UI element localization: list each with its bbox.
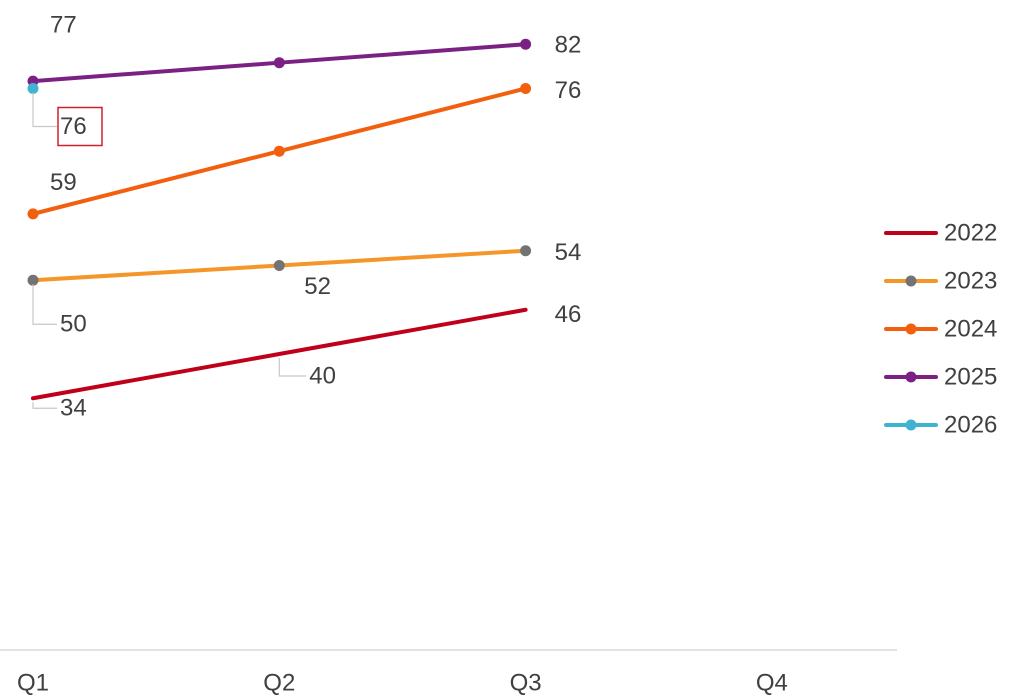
marker — [520, 245, 532, 257]
legend-marker — [905, 419, 917, 431]
series-line — [31, 307, 528, 401]
legend-marker — [905, 371, 917, 383]
data-label: 50 — [60, 311, 87, 338]
label-box — [57, 106, 103, 147]
marker — [27, 208, 39, 220]
data-label: 77 — [50, 11, 77, 38]
legend-label: 2024 — [944, 315, 997, 342]
legend-label: 2025 — [944, 363, 997, 390]
x-tick-label: Q1 — [17, 669, 49, 696]
x-tick-label: Q2 — [263, 669, 295, 696]
data-label: 46 — [555, 301, 582, 328]
marker — [273, 57, 285, 69]
marker — [273, 260, 285, 271]
leader-line — [32, 92, 57, 128]
legend-marker — [905, 275, 917, 287]
marker — [27, 274, 39, 286]
data-label: 40 — [309, 362, 336, 389]
marker — [520, 38, 532, 50]
marker — [27, 83, 39, 94]
marker — [520, 83, 532, 94]
legend-label: 2026 — [944, 411, 997, 438]
legend-label: 2022 — [944, 219, 997, 246]
leader-line — [278, 358, 307, 377]
legend-marker — [905, 323, 917, 335]
data-label: 54 — [555, 239, 582, 266]
legend-label: 2023 — [944, 267, 997, 294]
data-label: 34 — [60, 395, 87, 422]
data-label: 82 — [555, 32, 582, 59]
x-tick-label: Q3 — [510, 669, 542, 696]
data-label: 59 — [50, 169, 77, 196]
marker — [273, 145, 285, 157]
leader-line — [32, 284, 57, 325]
data-label: 52 — [304, 273, 331, 300]
data-label: 76 — [60, 113, 87, 140]
leader-line — [32, 402, 57, 409]
x-tick-label: Q4 — [756, 669, 788, 696]
data-label: 76 — [555, 77, 582, 104]
